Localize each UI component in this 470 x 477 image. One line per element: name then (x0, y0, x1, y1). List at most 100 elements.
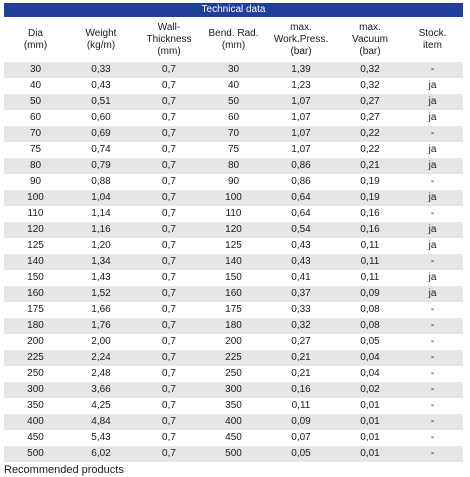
cell-max-work-pressure: 0,05 (291, 448, 311, 459)
cell-wall-thickness: 0,7 (162, 160, 176, 171)
cell-bend-radius: 150 (225, 272, 242, 283)
cell-dia: 225 (27, 352, 44, 363)
table-row: 400 4,84 0,7 400 0,09 0,01 - (4, 414, 463, 430)
table-row: 450 5,43 0,7 450 0,07 0,01 - (4, 430, 463, 446)
cell-max-work-pressure: 1,23 (291, 80, 311, 91)
cell-dia: 50 (29, 96, 42, 107)
cell-wall-thickness: 0,7 (162, 368, 176, 379)
cell-max-vacuum: 0,21 (360, 160, 380, 171)
cell-stock-item: ja (428, 144, 437, 155)
cell-max-vacuum: 0,27 (360, 112, 380, 123)
cell-max-work-pressure: 0,41 (291, 272, 311, 283)
cell-max-work-pressure: 0,64 (291, 192, 311, 203)
cell-weight: 0,74 (91, 144, 111, 155)
cell-weight: 0,60 (91, 112, 111, 123)
table-row: 180 1,76 0,7 180 0,32 0,08 - (4, 318, 463, 334)
cell-weight: 0,79 (91, 160, 111, 171)
cell-stock-item: ja (428, 80, 437, 91)
cell-bend-radius: 250 (225, 368, 242, 379)
cell-max-vacuum: 0,11 (360, 272, 380, 283)
cell-max-work-pressure: 1,07 (291, 128, 311, 139)
technical-data-table: Technical data Dia (mm) Weight (kg/m) Wa… (4, 3, 463, 462)
cell-dia: 450 (27, 432, 44, 443)
cell-weight: 1,43 (91, 272, 111, 283)
table-row: 500 6,02 0,7 500 0,05 0,01 - (4, 446, 463, 462)
cell-wall-thickness: 0,7 (162, 256, 176, 267)
cell-dia: 75 (29, 144, 42, 155)
cell-stock-item: - (430, 176, 435, 187)
cell-max-work-pressure: 0,86 (291, 160, 311, 171)
cell-max-work-pressure: 0,09 (291, 416, 311, 427)
table-row: 350 4,25 0,7 350 0,11 0,01 - (4, 398, 463, 414)
cell-weight: 4,25 (91, 400, 111, 411)
cell-max-vacuum: 0,27 (360, 96, 380, 107)
cell-max-vacuum: 0,16 (360, 224, 380, 235)
cell-max-vacuum: 0,02 (360, 384, 380, 395)
table-row: 225 2,24 0,7 225 0,21 0,04 - (4, 350, 463, 366)
table-row: 100 1,04 0,7 100 0,64 0,19 ja (4, 190, 463, 206)
cell-max-work-pressure: 0,86 (291, 176, 311, 187)
cell-max-vacuum: 0,01 (360, 448, 380, 459)
cell-dia: 200 (27, 336, 44, 347)
cell-bend-radius: 350 (225, 400, 242, 411)
cell-max-work-pressure: 1,07 (291, 112, 311, 123)
cell-weight: 2,48 (91, 368, 111, 379)
cell-wall-thickness: 0,7 (162, 336, 176, 347)
cell-dia: 80 (29, 160, 42, 171)
header-dia: Dia (mm) (23, 27, 48, 51)
header-max-work-pressure: max. Work.Press. (bar) (273, 21, 329, 57)
cell-weight: 0,69 (91, 128, 111, 139)
cell-weight: 6,02 (91, 448, 111, 459)
cell-dia: 40 (29, 80, 42, 91)
cell-dia: 100 (27, 192, 44, 203)
cell-wall-thickness: 0,7 (162, 432, 176, 443)
cell-stock-item: ja (428, 112, 437, 123)
cell-dia: 500 (27, 448, 44, 459)
cell-wall-thickness: 0,7 (162, 272, 176, 283)
cell-stock-item: - (430, 416, 435, 427)
header-bend-radius: Bend. Rad. (mm) (208, 27, 259, 51)
table-row: 125 1,20 0,7 125 0,43 0,11 ja (4, 238, 463, 254)
cell-max-vacuum: 0,11 (360, 256, 380, 267)
cell-weight: 1,34 (91, 256, 111, 267)
table-row: 200 2,00 0,7 200 0,27 0,05 - (4, 334, 463, 350)
cell-max-vacuum: 0,04 (360, 352, 380, 363)
cell-bend-radius: 110 (225, 208, 242, 219)
cell-wall-thickness: 0,7 (162, 208, 176, 219)
cell-wall-thickness: 0,7 (162, 192, 176, 203)
cell-dia: 350 (27, 400, 44, 411)
table-row: 90 0,88 0,7 90 0,86 0,19 - (4, 174, 463, 190)
cell-max-vacuum: 0,22 (360, 128, 380, 139)
cell-bend-radius: 200 (225, 336, 242, 347)
table-body: 30 0,33 0,7 30 1,39 0,32 - 40 0,43 0,7 40 1,23 0,32 j… (4, 62, 463, 462)
cell-max-vacuum: 0,01 (360, 400, 380, 411)
cell-stock-item: - (430, 304, 435, 315)
cell-dia: 60 (29, 112, 42, 123)
table-row: 40 0,43 0,7 40 1,23 0,32 ja (4, 78, 463, 94)
table-row: 60 0,60 0,7 60 1,07 0,27 ja (4, 110, 463, 126)
cell-weight: 0,33 (91, 64, 111, 75)
cell-max-work-pressure: 0,64 (291, 208, 311, 219)
cell-max-work-pressure: 1,07 (291, 96, 311, 107)
cell-dia: 70 (29, 128, 42, 139)
cell-bend-radius: 70 (227, 128, 240, 139)
cell-max-work-pressure: 0,07 (291, 432, 311, 443)
cell-stock-item: - (430, 336, 435, 347)
cell-bend-radius: 120 (225, 224, 242, 235)
table-row: 120 1,16 0,7 120 0,54 0,16 ja (4, 222, 463, 238)
cell-wall-thickness: 0,7 (162, 416, 176, 427)
cell-max-work-pressure: 0,16 (291, 384, 311, 395)
cell-max-work-pressure: 0,54 (291, 224, 311, 235)
cell-stock-item: ja (428, 160, 437, 171)
cell-dia: 175 (27, 304, 44, 315)
cell-wall-thickness: 0,7 (162, 128, 176, 139)
cell-max-vacuum: 0,08 (360, 320, 380, 331)
cell-max-work-pressure: 0,43 (291, 256, 311, 267)
cell-weight: 1,14 (91, 208, 111, 219)
cell-weight: 0,51 (91, 96, 111, 107)
cell-wall-thickness: 0,7 (162, 176, 176, 187)
cell-bend-radius: 180 (225, 320, 242, 331)
cell-weight: 1,16 (91, 224, 111, 235)
header-stock-item: Stock. item (418, 27, 447, 51)
cell-max-vacuum: 0,19 (360, 192, 380, 203)
